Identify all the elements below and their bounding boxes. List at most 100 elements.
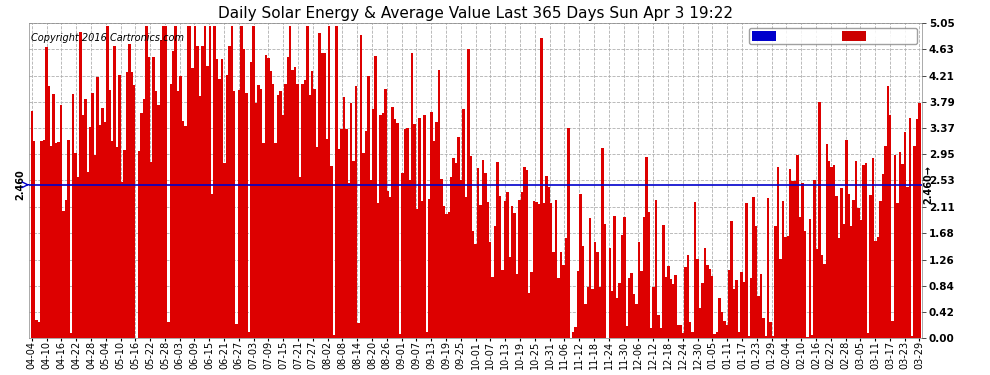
Bar [457, 137, 459, 338]
Bar [423, 115, 426, 338]
Bar [789, 169, 791, 338]
Bar [333, 335, 336, 338]
Bar [736, 280, 738, 338]
Bar [609, 248, 611, 338]
Bar [494, 225, 496, 338]
Bar [264, 56, 267, 338]
Bar [152, 57, 154, 338]
Bar [623, 217, 626, 338]
Bar [794, 181, 796, 338]
Bar [111, 141, 114, 338]
Bar [196, 46, 199, 338]
Bar [621, 235, 623, 338]
Bar [416, 209, 419, 338]
Bar [199, 96, 201, 338]
Bar [236, 324, 238, 338]
Bar [911, 336, 914, 338]
Bar [106, 26, 109, 338]
Bar [209, 26, 211, 338]
Bar [131, 72, 133, 338]
Bar [787, 236, 789, 338]
Bar [811, 335, 814, 338]
Bar [459, 180, 462, 338]
Bar [359, 35, 362, 338]
Title: Daily Solar Energy & Average Value Last 365 Days Sun Apr 3 19:22: Daily Solar Energy & Average Value Last … [218, 6, 734, 21]
Bar [338, 149, 341, 338]
Bar [850, 226, 852, 338]
Bar [33, 141, 36, 338]
Bar [638, 242, 641, 338]
Bar [316, 147, 319, 338]
Bar [369, 180, 372, 338]
Bar [909, 118, 911, 338]
Bar [667, 266, 669, 338]
Bar [296, 84, 299, 338]
Bar [159, 40, 162, 338]
Bar [214, 26, 216, 338]
Bar [647, 211, 650, 338]
Bar [531, 272, 533, 338]
Bar [504, 201, 506, 338]
Bar [364, 131, 367, 338]
Bar [257, 85, 259, 338]
Bar [674, 275, 677, 338]
Bar [331, 166, 333, 338]
Bar [589, 217, 591, 338]
Bar [679, 325, 682, 338]
Bar [269, 71, 272, 338]
Bar [384, 89, 386, 338]
Bar [150, 162, 152, 338]
Bar [101, 108, 104, 338]
Bar [306, 26, 309, 338]
Bar [769, 322, 772, 338]
Bar [62, 211, 64, 338]
Bar [48, 86, 50, 338]
Bar [750, 278, 752, 338]
Bar [823, 264, 826, 338]
Bar [801, 183, 804, 338]
Bar [399, 334, 401, 338]
Bar [57, 142, 59, 338]
Bar [650, 328, 652, 338]
Bar [631, 273, 633, 338]
Bar [77, 177, 79, 338]
Bar [282, 115, 284, 338]
Bar [484, 173, 486, 338]
Bar [179, 76, 182, 338]
Bar [394, 120, 396, 338]
Bar [406, 128, 409, 338]
Bar [94, 154, 96, 338]
Bar [777, 167, 779, 338]
Bar [894, 156, 896, 338]
Bar [562, 266, 564, 338]
Bar [357, 323, 359, 338]
Bar [46, 47, 48, 338]
Bar [279, 92, 282, 338]
Bar [564, 238, 567, 338]
Bar [872, 158, 874, 338]
Bar [889, 115, 891, 338]
Bar [799, 217, 801, 338]
Bar [709, 269, 711, 338]
Bar [867, 333, 869, 338]
Bar [104, 122, 106, 338]
Bar [611, 291, 614, 338]
Bar [919, 103, 921, 338]
Bar [116, 147, 119, 338]
Bar [784, 237, 787, 338]
Bar [545, 176, 547, 338]
Bar [114, 46, 116, 338]
Bar [177, 91, 179, 338]
Bar [141, 112, 143, 338]
Bar [626, 326, 628, 338]
Bar [669, 279, 672, 338]
Bar [723, 321, 726, 338]
Bar [706, 264, 709, 338]
Bar [579, 194, 582, 338]
Bar [528, 293, 531, 338]
Bar [211, 195, 214, 338]
Bar [701, 283, 704, 338]
Bar [377, 203, 379, 338]
Bar [814, 180, 816, 338]
Bar [643, 217, 645, 338]
